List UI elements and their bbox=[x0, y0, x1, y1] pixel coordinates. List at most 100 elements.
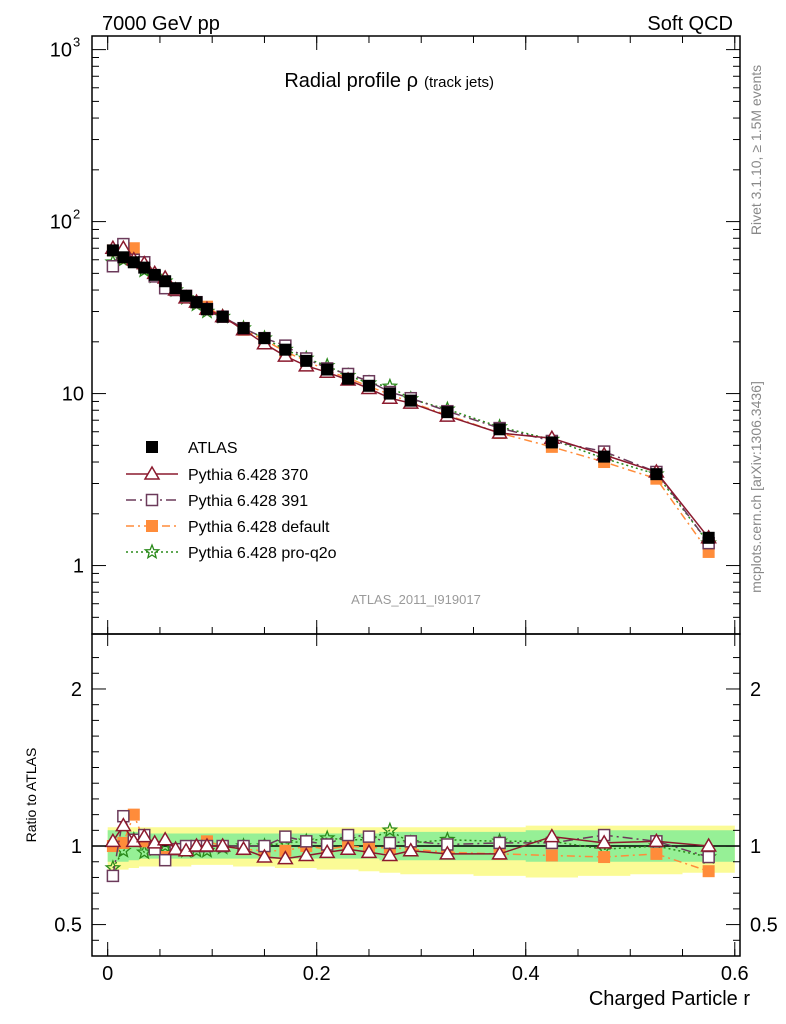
data-point-atlas bbox=[190, 296, 203, 309]
ratio-point-pythia-6-428-370 bbox=[700, 837, 717, 852]
ratio-point-pythia-6-428-370 bbox=[491, 845, 508, 860]
legend-label-pythia-6-428-pro-q2o: Pythia 6.428 pro-q2o bbox=[188, 545, 337, 562]
ratio-tick-label-right: 0.5 bbox=[750, 915, 778, 937]
data-point-atlas bbox=[702, 531, 715, 544]
ratio-point-pythia-6-428-391 bbox=[362, 830, 376, 843]
data-point-pythia-6-428-default bbox=[127, 242, 140, 255]
ratio-point-pythia-6-428-default bbox=[598, 851, 611, 864]
legend-marker-pythia-6-428-391 bbox=[145, 493, 159, 507]
data-point-pythia-6-428-391 bbox=[106, 260, 120, 273]
ratio-point-pythia-6-428-370 bbox=[198, 837, 216, 852]
ratio-point-pythia-6-428-391 bbox=[158, 853, 172, 867]
x-tick-label: 0 bbox=[102, 963, 113, 985]
ratio-point-pythia-6-428-391 bbox=[341, 828, 355, 842]
ratio-plot-area bbox=[92, 808, 740, 883]
ratio-point-pythia-6-428-370 bbox=[402, 842, 420, 857]
ratio-point-pythia-6-428-default bbox=[545, 849, 558, 862]
main-plot-area bbox=[104, 237, 717, 558]
ratio-point-pythia-6-428-370 bbox=[381, 846, 399, 862]
chart-title: Radial profile ρ bbox=[284, 70, 418, 92]
y-tick-label: 1 bbox=[73, 556, 84, 578]
data-point-atlas bbox=[321, 363, 334, 376]
x-tick-label: 0.2 bbox=[303, 963, 331, 985]
data-point-atlas bbox=[545, 436, 558, 449]
legend-label-atlas: ATLAS bbox=[188, 440, 238, 457]
ratio-point-pythia-6-428-370 bbox=[156, 831, 174, 846]
ratio-point-pythia-6-428-370 bbox=[167, 840, 184, 855]
data-point-atlas bbox=[300, 354, 313, 367]
ratio-point-pythia-6-428-370 bbox=[214, 837, 231, 852]
ratio-point-pythia-6-428-default bbox=[127, 808, 140, 821]
x-tick-label: 0.6 bbox=[721, 963, 749, 985]
y-tick-label: 10 bbox=[62, 384, 84, 406]
legend: ATLAS Pythia 6.428 370 Pythia 6.428 391 Pyt… bbox=[126, 440, 337, 562]
legend-label-pythia-6-428-default: Pythia 6.428 default bbox=[188, 519, 330, 536]
data-point-atlas bbox=[169, 282, 182, 295]
data-point-atlas bbox=[127, 256, 140, 269]
data-point-atlas bbox=[180, 289, 193, 302]
data-point-atlas bbox=[148, 268, 161, 281]
legend-label-pythia-6-428-370: Pythia 6.428 370 bbox=[188, 467, 308, 484]
y-tick-label: 10 bbox=[50, 40, 72, 62]
x-tick-label: 0.4 bbox=[512, 963, 540, 985]
ratio-point-pythia-6-428-370 bbox=[104, 832, 122, 848]
ratio-tick-label: 2 bbox=[71, 679, 82, 701]
y-tick-exponent: 3 bbox=[73, 35, 80, 50]
data-point-atlas bbox=[362, 379, 375, 392]
ratio-point-pythia-6-428-pro-q2o bbox=[381, 821, 399, 838]
ratio-plot-frame bbox=[91, 633, 741, 957]
ratio-tick-label: 0.5 bbox=[54, 915, 82, 937]
ratio-point-pythia-6-428-370 bbox=[318, 843, 336, 859]
data-point-atlas bbox=[342, 372, 355, 385]
ratio-point-pythia-6-428-370 bbox=[235, 840, 252, 855]
ratio-point-pythia-6-428-default bbox=[117, 836, 130, 849]
data-point-atlas bbox=[200, 303, 213, 316]
header-category-label: Soft QCD bbox=[647, 13, 733, 35]
ratio-point-pythia-6-428-370 bbox=[115, 817, 132, 832]
ratio-point-pythia-6-428-370 bbox=[188, 837, 205, 852]
data-point-atlas bbox=[237, 322, 250, 335]
data-point-atlas bbox=[258, 332, 271, 345]
data-point-atlas bbox=[404, 394, 417, 407]
ratio-point-pythia-6-428-370 bbox=[256, 848, 273, 863]
legend-marker-pythia-6-428-default bbox=[146, 520, 158, 532]
ratio-point-pythia-6-428-370 bbox=[339, 840, 357, 855]
analysis-watermark: ATLAS_2011_I919017 bbox=[351, 592, 481, 607]
legend-label-pythia-6-428-391: Pythia 6.428 391 bbox=[188, 493, 308, 510]
y-tick-exponent: 2 bbox=[73, 207, 80, 222]
legend-marker-pythia-6-428-370 bbox=[143, 465, 161, 480]
data-point-atlas bbox=[138, 261, 151, 274]
ratio-point-pythia-6-428-391 bbox=[383, 836, 397, 850]
ratio-axis-label: Ratio to ATLAS bbox=[23, 748, 39, 843]
x-axis-label: Charged Particle r bbox=[589, 988, 751, 1010]
data-point-atlas bbox=[279, 343, 292, 356]
data-point-atlas bbox=[493, 423, 506, 436]
ratio-point-pythia-6-428-391 bbox=[702, 850, 715, 864]
chart-subtitle: (track jets) bbox=[424, 74, 494, 91]
data-point-atlas bbox=[383, 387, 396, 400]
legend-marker-atlas bbox=[146, 441, 158, 453]
ratio-point-pythia-6-428-391 bbox=[279, 830, 292, 843]
ratio-panel: 0 0.2 0.4 0.6 0.5 0.5 1 1 2 2 Ratio to ATLAS bbox=[23, 633, 778, 985]
ratio-tick-label-right: 1 bbox=[750, 836, 761, 858]
mcplots-source-label: mcplots.cern.ch [arXiv:1306.3436] bbox=[748, 381, 764, 593]
ratio-point-pythia-6-428-370 bbox=[543, 828, 561, 843]
data-point-atlas bbox=[117, 251, 130, 264]
ratio-point-pythia-6-428-391 bbox=[106, 869, 120, 883]
ratio-tick-label: 1 bbox=[71, 836, 82, 858]
ratio-point-pythia-6-428-370 bbox=[135, 828, 153, 843]
ratio-point-pythia-6-428-370 bbox=[297, 846, 315, 862]
y-tick-label: 10 bbox=[50, 212, 72, 234]
data-point-atlas bbox=[159, 275, 172, 288]
data-point-atlas bbox=[441, 406, 454, 419]
ratio-point-pythia-6-428-370 bbox=[277, 850, 294, 865]
ratio-tick-label-right: 2 bbox=[750, 679, 761, 701]
ratio-point-pythia-6-428-default bbox=[702, 865, 715, 878]
legend-marker-pythia-6-428-pro-q2o bbox=[143, 543, 161, 560]
ratio-point-pythia-6-428-370 bbox=[648, 832, 665, 848]
ratio-point-pythia-6-428-370 bbox=[595, 834, 613, 849]
ratio-line-pythia-6-428-391 bbox=[112, 813, 709, 877]
